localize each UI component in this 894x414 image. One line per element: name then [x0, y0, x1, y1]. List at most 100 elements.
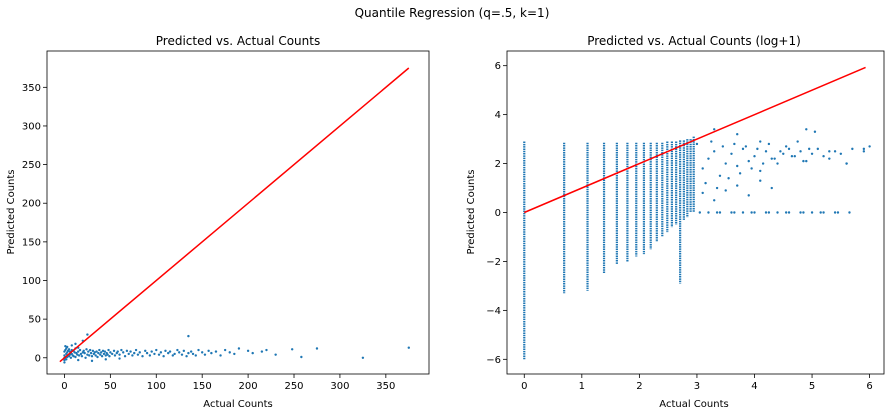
scatter-point: [176, 348, 179, 352]
chart-linear-xlabel: Actual Counts: [203, 399, 272, 410]
scatter-point: [733, 211, 736, 214]
scatter-point: [715, 211, 719, 214]
scatter-point: [134, 348, 138, 352]
scatter-point: [88, 354, 91, 357]
scatter-point: [167, 351, 170, 355]
x-tick-label: 100: [147, 381, 166, 392]
scatter-point: [828, 150, 831, 153]
scatter-point: [741, 211, 745, 214]
scatter-point: [759, 140, 762, 143]
scatter-point: [807, 147, 811, 151]
scatter-point: [90, 355, 94, 358]
chart-linear-title: Predicted vs. Actual Counts: [156, 34, 320, 48]
chart-linear-reference-line: [59, 67, 410, 363]
scatter-point: [361, 356, 365, 359]
scatter-point: [260, 350, 264, 353]
scatter-point: [300, 355, 303, 359]
scatter-point: [70, 344, 73, 347]
scatter-point: [214, 350, 218, 353]
scatter-point: [779, 150, 782, 153]
scatter-point: [805, 159, 808, 163]
scatter-point: [747, 194, 750, 197]
scatter-point: [93, 351, 96, 354]
scatter-point: [120, 348, 123, 352]
scatter-point: [78, 348, 82, 352]
scatter-point: [848, 211, 851, 214]
scatter-point: [738, 172, 742, 175]
scatter-point: [802, 211, 805, 214]
scatter-point: [88, 348, 92, 352]
chart-linear-x-ticks: 0 50 100 150 200 250 300 350: [61, 374, 395, 392]
scatter-point: [407, 346, 410, 349]
scatter-point: [713, 150, 716, 153]
scatter-point: [129, 350, 132, 353]
scatter-point: [122, 351, 125, 354]
scatter-point: [101, 349, 105, 353]
scatter-point: [713, 199, 716, 202]
scatter-point: [851, 147, 854, 151]
scatter-point: [744, 145, 748, 148]
scatter-point: [80, 355, 84, 358]
scatter-point: [180, 353, 184, 356]
scatter-point: [799, 150, 802, 153]
y-tick-label: 2: [495, 159, 501, 170]
scatter-point: [228, 351, 231, 354]
scatter-point: [86, 333, 89, 336]
scatter-point: [833, 211, 837, 214]
scatter-point: [106, 353, 109, 356]
scatter-point: [715, 186, 719, 190]
chart-linear-y-ticks: 0 50 100 150 200 250 300 350: [22, 83, 47, 364]
scatter-point: [724, 189, 727, 192]
scatter-point: [77, 350, 80, 353]
scatter-point: [730, 152, 733, 155]
scatter-point: [173, 352, 176, 356]
scatter-point: [701, 167, 704, 170]
y-tick-label: −2: [486, 257, 501, 268]
chart-log-points: [695, 128, 871, 214]
scatter-point: [787, 147, 791, 151]
scatter-point: [145, 351, 149, 355]
scatter-point: [197, 348, 200, 352]
scatter-point: [148, 354, 152, 357]
scatter-point: [733, 142, 736, 146]
scatter-point: [74, 342, 77, 346]
scatter-point: [104, 358, 107, 361]
scatter-point: [69, 356, 73, 359]
x-tick-label: 2: [636, 381, 642, 392]
scatter-point: [704, 181, 707, 185]
scatter-point: [290, 348, 294, 351]
scatter-point: [102, 352, 106, 356]
scatter-point: [99, 353, 102, 356]
scatter-point: [701, 191, 704, 195]
scatter-point: [246, 349, 250, 353]
scatter-point: [727, 177, 730, 180]
scatter-point: [713, 128, 716, 131]
scatter-point: [96, 355, 99, 359]
scatter-point: [164, 349, 167, 353]
y-tick-label: 0: [35, 353, 41, 364]
scatter-point: [108, 355, 111, 358]
scatter-point: [133, 351, 136, 355]
scatter-point: [782, 152, 785, 155]
scatter-point: [839, 152, 843, 155]
y-tick-label: 150: [22, 237, 41, 248]
scatter-point: [770, 186, 773, 190]
scatter-point: [810, 152, 814, 155]
scatter-point: [187, 351, 190, 355]
scatter-point: [64, 344, 67, 348]
scatter-point: [764, 211, 768, 214]
scatter-point: [74, 355, 77, 359]
scatter-point: [862, 150, 866, 153]
scatter-point: [63, 358, 66, 362]
chart-log: Predicted vs. Actual Counts (log+1) 0 1 2 3…: [466, 34, 885, 410]
scatter-point: [94, 354, 97, 357]
scatter-point: [83, 351, 86, 355]
scatter-point: [104, 354, 107, 357]
chart-log-title: Predicted vs. Actual Counts (log+1): [587, 34, 801, 48]
x-tick-label: 0: [521, 381, 527, 392]
scatter-point: [107, 348, 110, 352]
scatter-point: [131, 354, 134, 357]
scatter-point: [759, 179, 762, 182]
scatter-point: [819, 211, 822, 214]
scatter-point: [805, 128, 808, 131]
